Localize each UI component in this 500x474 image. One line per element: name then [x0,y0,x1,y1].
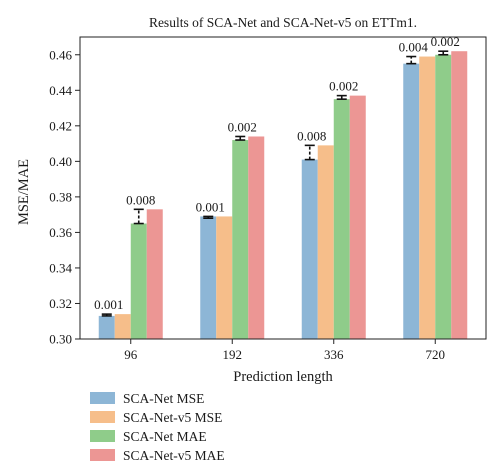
bar-sca-net-v5-mse-336 [317,145,334,339]
legend-entry: SCA-Net-v5 MAE [123,448,225,463]
data-label: 0.002 [329,79,358,94]
x-tick-label: 720 [426,347,446,362]
bar-sca-net-mae-336 [333,99,350,339]
legend-entry: SCA-Net MSE [123,391,204,406]
y-tick-label: 0.36 [49,225,72,240]
data-label: 0.002 [228,119,257,134]
legend-swatch [90,392,115,404]
legend-swatch [90,430,115,442]
bar-sca-net-v5-mae-192 [248,136,265,339]
bar-sca-net-v5-mae-336 [349,95,366,339]
data-label: 0.001 [196,199,225,214]
y-tick-label: 0.38 [49,189,72,204]
chart-title: Results of SCA-Net and SCA-Net-v5 on ETT… [149,15,417,30]
legend-entry: SCA-Net-v5 MSE [123,410,222,425]
bar-sca-net-mae-192 [232,140,249,339]
x-tick-label: 336 [324,347,344,362]
bar-sca-net-v5-mse-192 [216,216,233,339]
y-tick-label: 0.32 [49,296,72,311]
x-tick-label: 192 [223,347,243,362]
legend-entry: SCA-Net MAE [123,429,207,444]
data-label: 0.004 [399,40,429,55]
y-tick-label: 0.40 [49,154,72,169]
bar-sca-net-mse-336 [301,159,318,339]
bar-sca-net-v5-mae-96 [146,209,163,339]
y-tick-label: 0.44 [49,83,72,98]
bar-sca-net-mse-720 [403,63,420,339]
y-tick-label: 0.30 [49,332,72,347]
data-label: 0.008 [297,128,326,143]
data-label: 0.002 [431,34,460,49]
y-tick-label: 0.34 [49,260,72,275]
x-axis-label: Prediction length [233,369,333,385]
legend-swatch [90,411,115,423]
bar-sca-net-mse-192 [200,216,217,339]
y-tick-label: 0.42 [49,118,72,133]
legend: SCA-Net MSE SCA-Net-v5 MSE SCA-Net MAE SCA-… [90,391,225,463]
x-tick-label: 96 [124,347,138,362]
data-label: 0.008 [126,192,155,207]
y-axis-label: MSE/MAE [16,159,32,225]
bar-sca-net-v5-mae-720 [451,51,468,340]
bar-sca-net-v5-mse-96 [114,314,131,339]
bar-sca-net-mse-96 [98,315,115,339]
data-label: 0.001 [94,297,123,312]
legend-swatch [90,449,115,461]
bar-sca-net-mae-96 [130,223,147,339]
y-tick-label: 0.46 [49,47,72,62]
bar-sca-net-v5-mse-720 [419,56,436,340]
bar-sca-net-mae-720 [435,54,452,339]
plot-frame [79,36,487,340]
